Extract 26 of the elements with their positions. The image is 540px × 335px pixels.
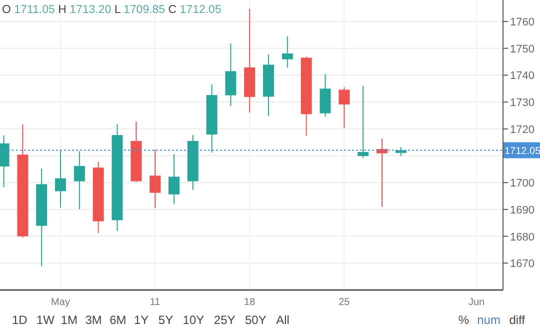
y-tick-label: 1690: [510, 204, 534, 216]
x-tick-label: Jun: [468, 297, 485, 308]
candlestick: [358, 85, 369, 158]
y-tick-label: 1750: [510, 43, 534, 56]
y-tick-label: 1670: [510, 258, 534, 270]
x-tick-label: 11: [150, 297, 161, 308]
candlestick: [55, 149, 66, 208]
candlestick: [74, 150, 85, 210]
candlestick: [282, 36, 293, 68]
candlestick: [150, 148, 161, 209]
y-tick-label: 1720: [510, 124, 534, 136]
x-tick-label: May: [51, 297, 70, 308]
y-tick-label: 1740: [510, 70, 534, 82]
text: % num diff: [458, 313, 526, 327]
text: 1D 1W 1M 3M 6M 1Y 5Y 10Y 25Y 50Y All: [12, 313, 290, 327]
x-tick-label: 18: [244, 297, 256, 308]
ref-line-label: 1712.05: [504, 146, 540, 158]
y-tick-label: 1760: [510, 16, 534, 28]
y-tick-label: 1700: [510, 178, 534, 190]
candlestick: [168, 154, 180, 205]
candlestick: [338, 86, 350, 129]
y-tick-label: 1680: [510, 231, 534, 244]
y-tick-label: 1730: [510, 97, 534, 110]
x-tick-label: 25: [338, 297, 350, 308]
candlestick: [376, 138, 388, 208]
annotation: O 1711.05 H 1713.20 L 1709.85 C 1712.05: [2, 4, 222, 16]
